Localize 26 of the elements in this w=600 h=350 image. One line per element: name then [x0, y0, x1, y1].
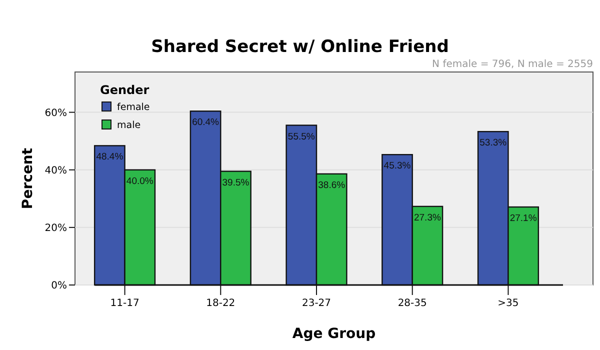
y-tick-label: 0% [51, 280, 67, 292]
data-label: 38.6% [318, 180, 346, 191]
x-axis-title: Age Group [292, 326, 376, 342]
x-tick-label: 11-17 [110, 298, 140, 309]
y-tick-label: 60% [44, 108, 67, 119]
y-tick-label: 40% [44, 165, 67, 176]
legend-title: Gender [100, 83, 150, 97]
text: N female = 796, N male = 2559 [432, 59, 593, 70]
data-label: 48.4% [96, 152, 124, 163]
y-axis-title: Percent [20, 148, 36, 210]
chart-title: Shared Secret w/ Online Friend [151, 37, 449, 57]
data-label: 55.5% [288, 131, 316, 142]
legend-label: female [117, 102, 150, 113]
x-tick-label: 23-27 [302, 298, 332, 309]
data-label: 39.5% [222, 177, 250, 188]
x-tick-label: 28-35 [398, 298, 427, 309]
x-tick-label: >35 [498, 298, 519, 309]
data-label: 45.3% [384, 160, 412, 172]
data-label: 60.4% [192, 117, 220, 128]
y-tick-label: 20% [44, 222, 67, 234]
data-label: 53.3% [480, 138, 508, 149]
x-tick-label: 18-22 [206, 298, 236, 309]
data-label: 27.3% [414, 212, 442, 224]
legend-label: male [117, 120, 141, 131]
data-label: 40.0% [126, 176, 154, 187]
data-label: 27.1% [510, 212, 538, 224]
